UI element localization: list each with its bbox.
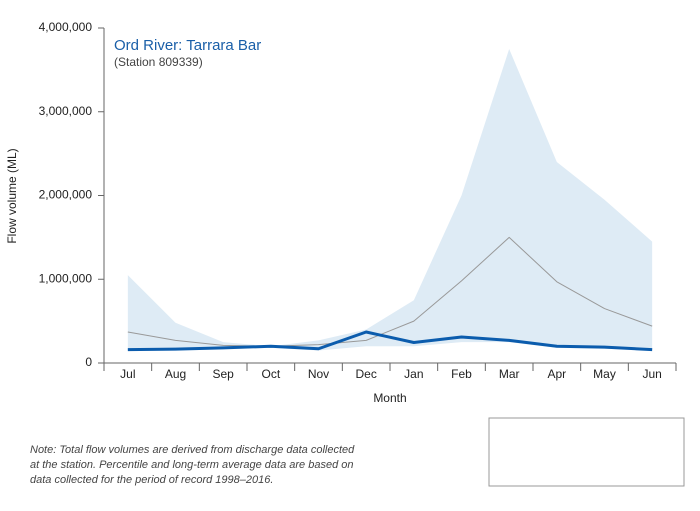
x-tick-label: Oct	[261, 367, 280, 381]
x-tick-label: May	[593, 367, 616, 381]
x-tick-label: Dec	[355, 367, 376, 381]
percentile-band	[127, 48, 653, 351]
y-tick-label: 0	[85, 355, 92, 369]
x-tick-label: Jul	[120, 367, 135, 381]
y-tick-label: 2,000,000	[39, 188, 93, 202]
note: Note: Total flow volumes are derived fro…	[30, 444, 355, 456]
x-tick-label: Apr	[547, 367, 566, 381]
note: at the station. Percentile and long-term…	[30, 459, 354, 471]
chart-subtitle: (Station 809339)	[114, 55, 203, 69]
x-tick-label: Aug	[165, 367, 186, 381]
y-tick-label: 1,000,000	[39, 271, 93, 285]
legend-box	[488, 417, 685, 487]
x-tick-label: Jan	[404, 367, 423, 381]
note: data collected for the period of record …	[30, 474, 273, 486]
x-tick-label: Feb	[451, 367, 472, 381]
x-tick-label: Jun	[642, 367, 661, 381]
series-line	[127, 236, 653, 347]
chart-title: Ord River: Tarrara Bar	[114, 37, 261, 54]
y-tick-label: 3,000,000	[39, 104, 93, 118]
x-axis-label: Month	[373, 391, 406, 405]
x-tick-label: Mar	[499, 367, 520, 381]
y-axis-label: Flow volume (ML)	[5, 148, 19, 243]
x-tick-label: Sep	[212, 367, 234, 381]
series-line	[127, 330, 653, 352]
y-tick-label: 4,000,000	[39, 20, 93, 34]
x-tick-label: Nov	[308, 367, 329, 381]
